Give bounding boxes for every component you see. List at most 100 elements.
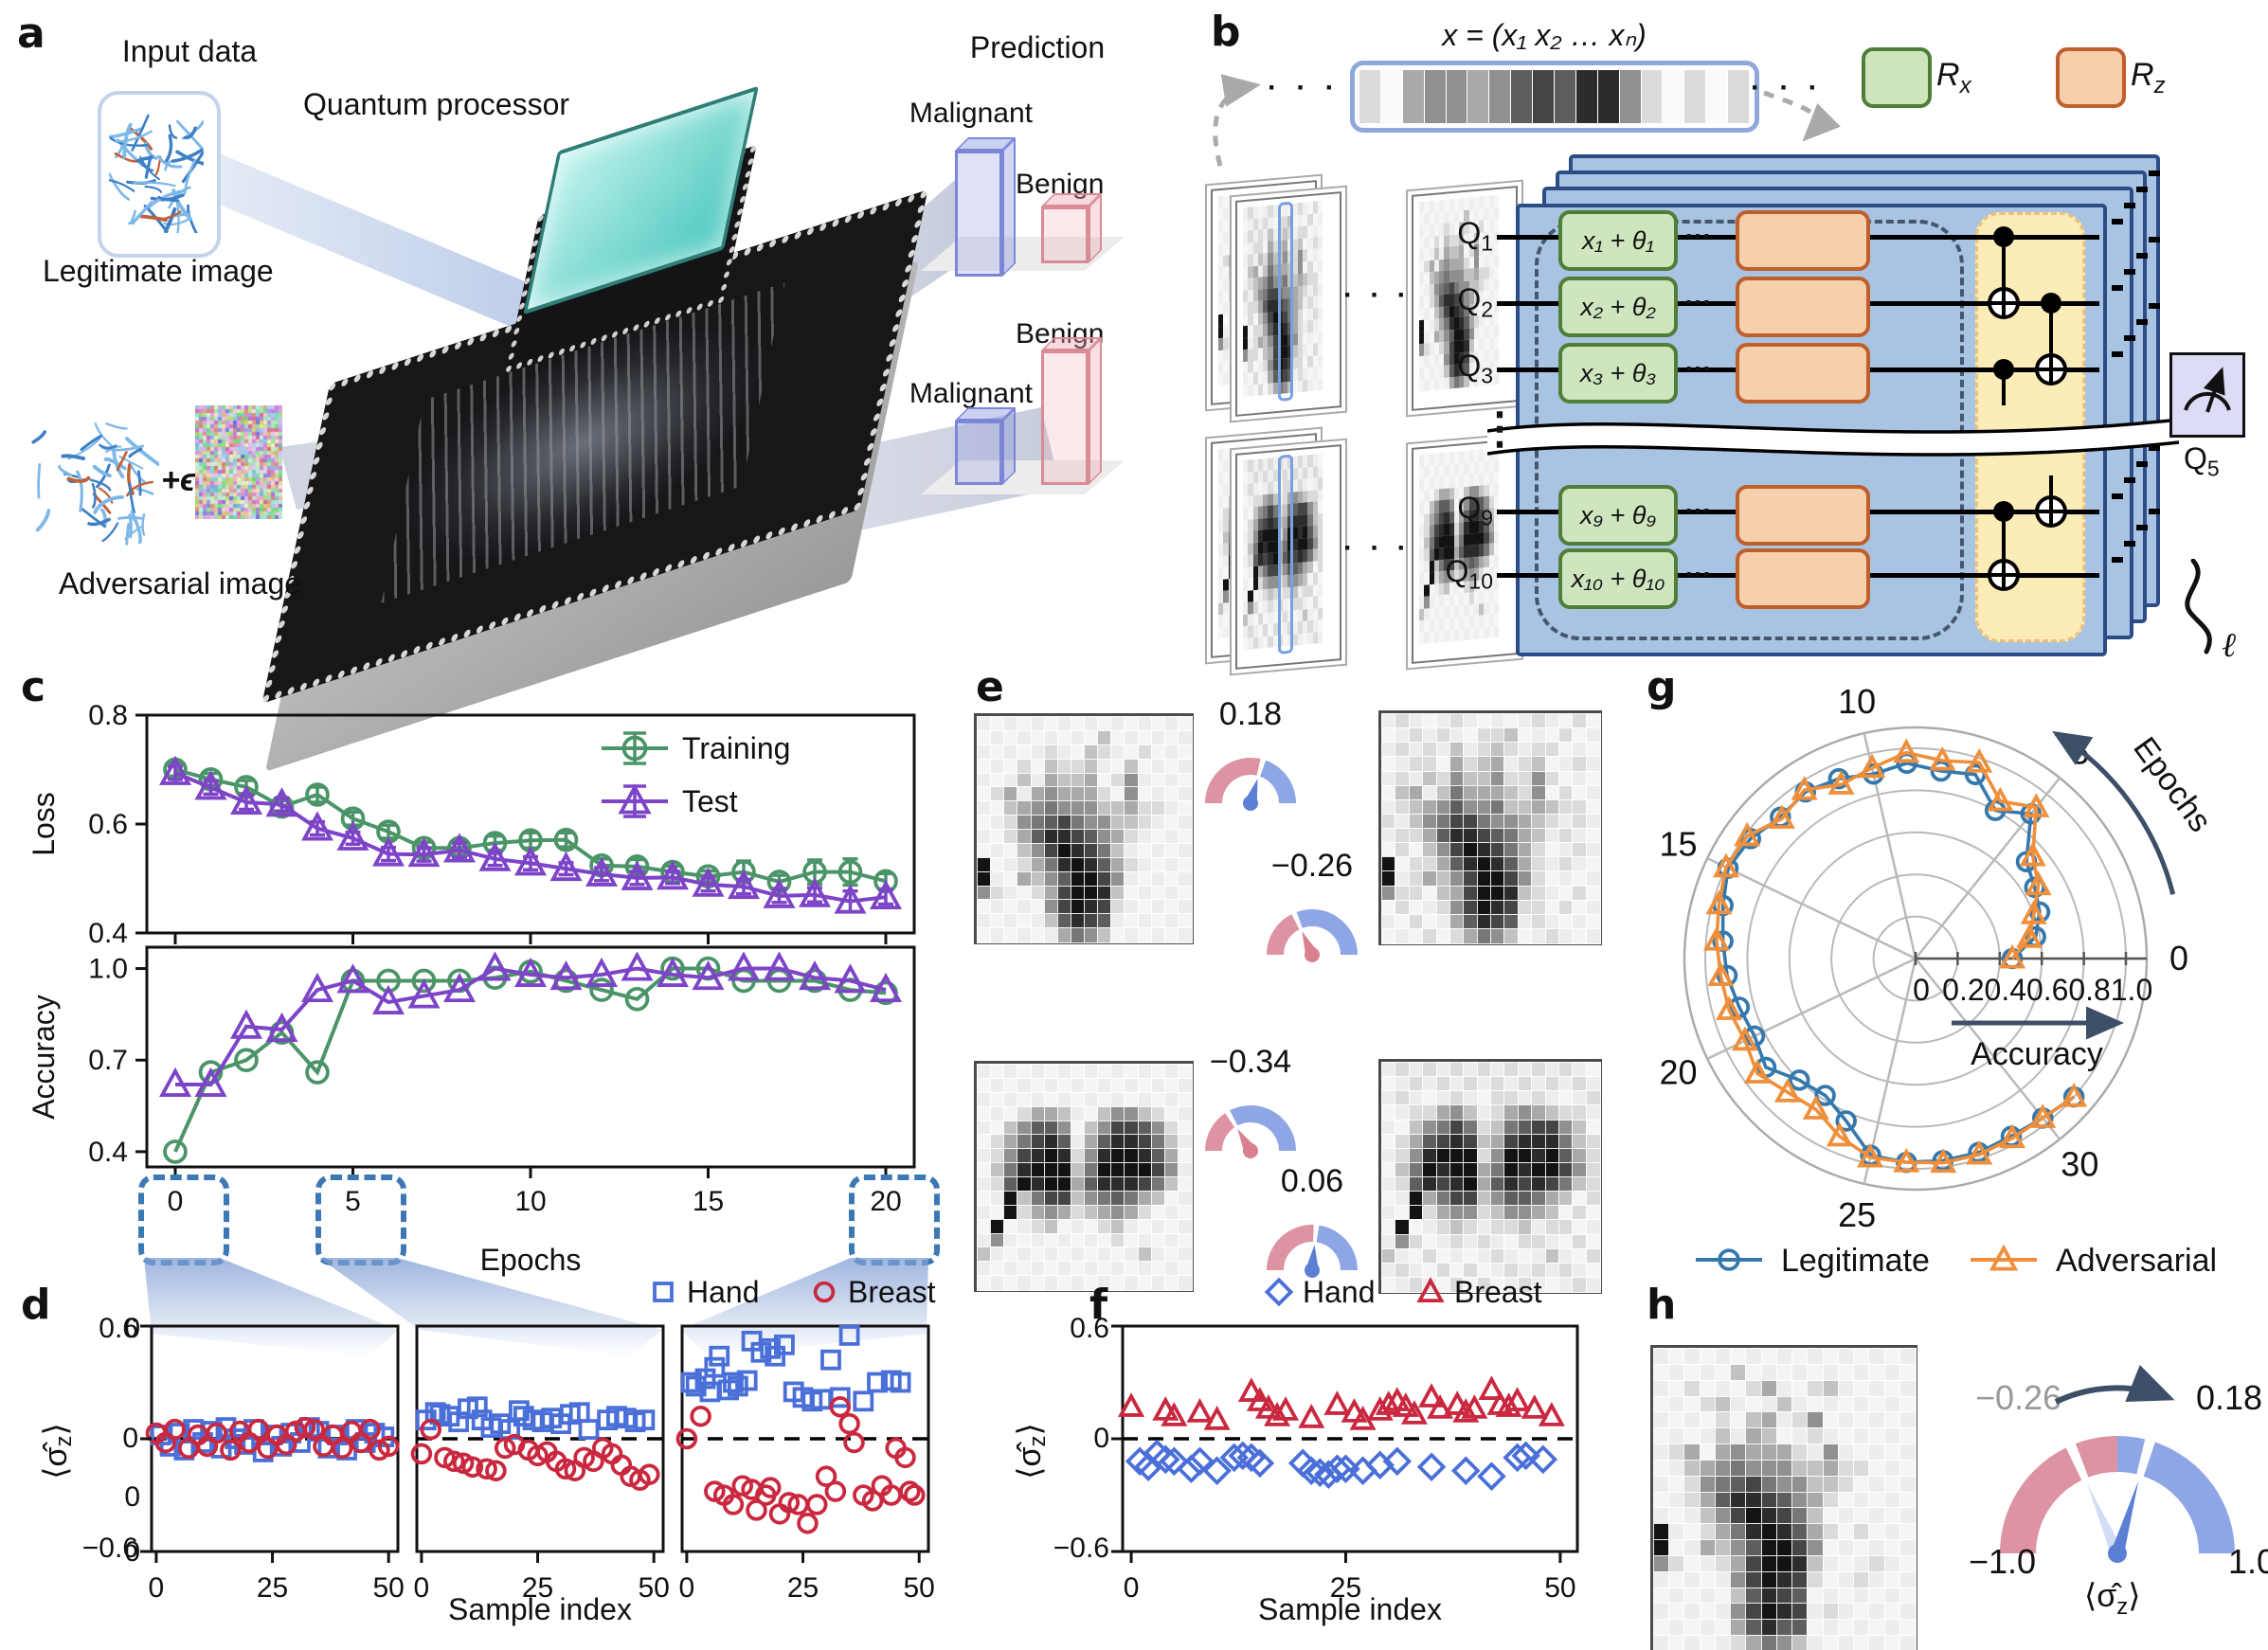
quantum-processor-label: Quantum processor xyxy=(303,87,570,121)
svg-text:25: 25 xyxy=(522,1572,553,1604)
gate-dots: ⋯ xyxy=(1684,353,1711,383)
svg-text:50: 50 xyxy=(639,1572,670,1604)
panel-b-label: b xyxy=(1211,8,1241,56)
rz-gate xyxy=(1736,485,1870,546)
svg-text:⟨σ̂z⟩: ⟨σ̂z⟩ xyxy=(38,1423,77,1480)
epsilon-label: +ϵ xyxy=(161,462,196,498)
layer-wire-stub xyxy=(2149,237,2160,242)
layer-wire-stub xyxy=(2112,557,2123,563)
measurement-box xyxy=(2169,352,2245,438)
malignant-bar-top xyxy=(955,137,1016,277)
svg-text:0.8: 0.8 xyxy=(88,700,128,731)
breast-adversarial-image xyxy=(1378,1059,1602,1294)
svg-text:Loss: Loss xyxy=(27,792,61,856)
svg-text:0: 0 xyxy=(168,1186,184,1217)
svg-text:Breast: Breast xyxy=(1454,1275,1542,1309)
loss-accuracy-chart: 0.4 0.6 0.8 Loss 0.4 0.7 1.0 0 5 10 15 20 Accuracy Tr… xyxy=(27,700,916,1217)
layer-wire-stub xyxy=(2124,203,2135,208)
svg-text:0.6: 0.6 xyxy=(2026,973,2068,1007)
svg-text:0.7: 0.7 xyxy=(88,1045,128,1076)
layer-wire-stub xyxy=(2124,541,2135,547)
svg-text:0.6: 0.6 xyxy=(1070,1313,1109,1344)
svg-text:Accuracy: Accuracy xyxy=(27,995,61,1120)
measure-qubit-label: Q5 xyxy=(2184,441,2220,481)
svg-text:20: 20 xyxy=(1660,1053,1698,1092)
expectation-gauge-large xyxy=(2000,1364,2235,1563)
layer-wire-stub xyxy=(2149,303,2160,309)
gauge-h-left-value: −0.26 xyxy=(1975,1378,2062,1417)
svg-text:10: 10 xyxy=(1838,682,1876,721)
epoch-box-0 xyxy=(138,1175,229,1265)
svg-text:1.0: 1.0 xyxy=(2111,973,2152,1007)
svg-text:Sample index: Sample index xyxy=(448,1592,632,1626)
layer-wire-stub xyxy=(2112,351,2123,357)
svg-text:−0.6: −0.6 xyxy=(1053,1533,1109,1564)
hand-adversarial-image xyxy=(1378,710,1602,945)
layer-wire-stub xyxy=(2136,253,2148,259)
svg-text:0: 0 xyxy=(414,1572,430,1604)
layer-wire-stub xyxy=(2112,219,2123,224)
svg-text:0: 0 xyxy=(122,1423,138,1454)
rx-gate: x₉ + θ₉ xyxy=(1558,485,1678,546)
rz-gate xyxy=(1736,343,1870,404)
gate-dots: ⋯ xyxy=(1684,287,1711,316)
bar-platform-top xyxy=(921,237,1125,271)
gate-dots: ⋯ xyxy=(1684,559,1711,588)
rx-legend-swatch xyxy=(1862,47,1932,108)
gauge-h-min: −1.0 xyxy=(1969,1542,2037,1581)
svg-text:0.2: 0.2 xyxy=(1942,973,1984,1007)
qubit-label: Q2 xyxy=(1457,282,1493,322)
svg-text:50: 50 xyxy=(1544,1572,1575,1604)
svg-text:50: 50 xyxy=(373,1572,405,1604)
svg-text:25: 25 xyxy=(257,1572,288,1604)
gate-dots: ⋯ xyxy=(1684,495,1711,525)
svg-text:0: 0 xyxy=(124,1536,140,1568)
rz-gate xyxy=(1736,277,1870,337)
svg-text:15: 15 xyxy=(693,1186,724,1217)
panel-a-label: a xyxy=(17,9,45,58)
mini-image-frame xyxy=(1235,444,1341,670)
epoch-box-5 xyxy=(315,1175,406,1265)
panel-d-label: d xyxy=(21,1281,51,1329)
svg-text:15: 15 xyxy=(1660,824,1698,863)
panel-e-label: e xyxy=(976,663,1004,711)
vector-dots-left: · · · xyxy=(1268,72,1341,103)
layer-wire-stub xyxy=(2149,170,2160,176)
svg-text:Breast: Breast xyxy=(848,1275,936,1309)
svg-text:5: 5 xyxy=(345,1186,361,1217)
rx-gate: x₂ + θ₂ xyxy=(1558,277,1678,337)
highlighted-column xyxy=(1277,454,1293,655)
svg-text:0.4: 0.4 xyxy=(1985,973,2026,1007)
svg-text:0.8: 0.8 xyxy=(2068,973,2110,1007)
svg-text:Hand: Hand xyxy=(687,1275,760,1309)
benign-bar-top xyxy=(1041,193,1102,263)
svg-text:0.4: 0.4 xyxy=(88,1137,128,1168)
input-data-label: Input data xyxy=(121,34,258,68)
svg-text:20: 20 xyxy=(870,1186,901,1217)
expectation-gauge-2 xyxy=(1267,909,1358,962)
svg-text:Epochs: Epochs xyxy=(2126,730,2218,838)
qubit-label: Q9 xyxy=(1457,491,1493,530)
dashed-arrow-icons xyxy=(1213,74,1842,167)
qubit-label: Q1 xyxy=(1457,216,1493,256)
gauge-value-2: −0.26 xyxy=(1270,848,1354,884)
layer-wire-stub xyxy=(2136,319,2148,325)
expectation-gauge-4 xyxy=(1267,1225,1358,1278)
hand-legit-image xyxy=(974,713,1194,944)
benign-bar-bottom xyxy=(1041,337,1102,485)
highlighted-column xyxy=(1277,201,1293,402)
layer-wire-stub xyxy=(2124,477,2135,483)
legitimate-image-box xyxy=(98,91,221,258)
rz-gate xyxy=(1736,548,1870,609)
layer-wire-stub xyxy=(2149,509,2160,514)
expectation-gauge-1 xyxy=(1205,758,1296,811)
gauge-value-1: 0.18 xyxy=(1218,696,1283,732)
rx-gate: x₁ + θ₁ xyxy=(1558,210,1678,271)
panel-g-label: g xyxy=(1647,663,1677,711)
rz-legend-swatch xyxy=(2056,47,2126,108)
malignant-bar-bottom xyxy=(955,407,1016,485)
layer-wire-stub xyxy=(2149,445,2160,451)
qubit-label: Q3 xyxy=(1457,349,1493,388)
